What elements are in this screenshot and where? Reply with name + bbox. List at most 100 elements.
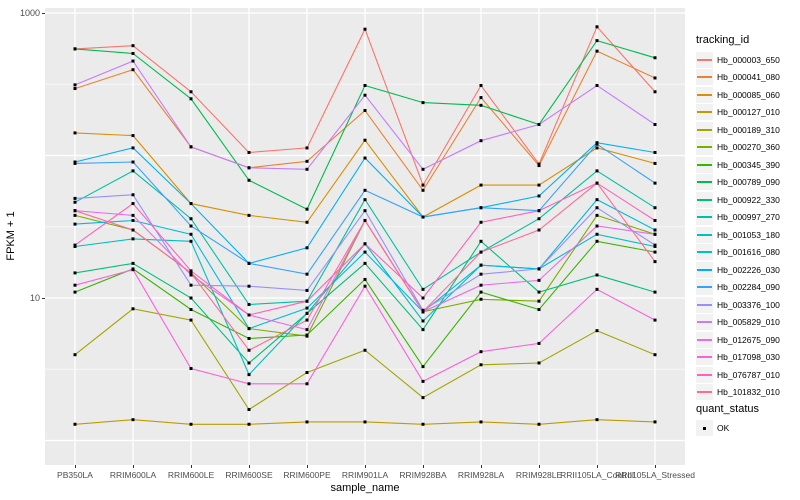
data-point [247,336,251,340]
data-point [131,261,135,265]
line-swatch-icon [696,209,713,226]
data-point [247,422,251,426]
legend-item-ok: OK [696,419,800,437]
data-point [595,287,599,291]
data-point [653,420,657,424]
data-point [479,250,483,254]
legend-item-label: Hb_002284_090 [717,282,780,293]
data-point [595,83,599,87]
legend-item-label: Hb_001616_080 [717,247,780,258]
data-point [479,272,483,276]
data-point [479,220,483,224]
data-point [421,296,425,300]
data-point [131,418,135,422]
line-swatch-icon [696,51,713,68]
data-point [653,218,657,222]
y-tick-label-1000: 1000 [19,8,40,18]
data-point [479,239,483,243]
data-point [305,318,309,322]
data-point [189,308,193,312]
data-point [537,299,541,303]
data-point [595,206,599,210]
data-point [537,308,541,312]
legend-item-Hb_012675_090: Hb_012675_090 [696,331,800,349]
data-point [479,263,483,267]
data-point [247,382,251,386]
data-point [305,288,309,292]
data-point [305,272,309,276]
data-point [479,420,483,424]
data-point [363,242,367,246]
data-point [247,261,251,265]
data-point [479,103,483,107]
data-point [595,181,599,185]
data-point [73,83,77,87]
legend-item-Hb_003376_100: Hb_003376_100 [696,296,800,314]
data-point [189,224,193,228]
data-point [73,290,77,294]
data-point [653,56,657,60]
data-point [537,123,541,127]
legend-item-Hb_002226_030: Hb_002226_030 [696,261,800,279]
legend-item-Hb_005829_010: Hb_005829_010 [696,314,800,332]
data-point [421,328,425,332]
legend-item-Hb_000003_650: Hb_000003_650 [696,51,800,69]
data-point [305,220,309,224]
quant-status-legend: quant_status OK [696,403,800,437]
data-point [363,250,367,254]
data-point [537,290,541,294]
legend-item-label: Hb_076787_010 [717,369,780,380]
data-point [189,422,193,426]
plot-panel [45,8,685,465]
data-point [189,283,193,287]
legend-item-label: Hb_001053_180 [717,229,780,240]
legend-item-label: Hb_000003_650 [717,54,780,65]
legend-item-Hb_000127_010: Hb_000127_010 [696,104,800,122]
data-point [247,327,251,331]
data-point [363,188,367,192]
data-point [479,96,483,100]
legend-item-label: Hb_000922_330 [717,194,780,205]
line-swatch-icon [696,331,713,348]
data-point [247,361,251,365]
x-tick-label-RRIM928LA: RRIM928LA [457,470,505,480]
line-swatch-icon [696,156,713,173]
data-point [189,145,193,149]
data-point [363,277,367,281]
data-point [653,228,657,232]
legend2-title: quant_status [696,403,759,415]
data-point [421,310,425,314]
legend-item-label: Hb_000345_390 [717,159,780,170]
data-point [189,318,193,322]
data-point [247,408,251,412]
legend-item-Hb_101832_010: Hb_101832_010 [696,384,800,402]
data-point [363,261,367,265]
legend-item-label: Hb_012675_090 [717,334,780,345]
data-point [537,228,541,232]
legend-item-label: Hb_000085_060 [717,89,780,100]
x-tick-mark [539,465,540,468]
legend-item-Hb_000270_360: Hb_000270_360 [696,139,800,157]
x-tick-label-RRII105LA_Control: RRII105LA_Control [560,470,634,480]
data-point [421,167,425,171]
data-point [73,209,77,213]
data-point [595,141,599,145]
legend-item-Hb_076787_010: Hb_076787_010 [696,366,800,384]
x-tick-mark [655,465,656,468]
legend-item-Hb_000345_390: Hb_000345_390 [696,156,800,174]
data-point [363,27,367,31]
data-point [131,237,135,241]
data-point [73,47,77,51]
legend-item-Hb_000789_090: Hb_000789_090 [696,174,800,192]
plot-canvas [45,8,685,465]
data-point [189,239,193,243]
line-swatch-icon [696,174,713,191]
line-swatch-icon [696,366,713,383]
data-point [595,169,599,173]
data-point [363,348,367,352]
x-tick-mark [481,465,482,468]
data-point [479,363,483,367]
data-point [247,303,251,307]
legend-item-label: Hb_000789_090 [717,177,780,188]
